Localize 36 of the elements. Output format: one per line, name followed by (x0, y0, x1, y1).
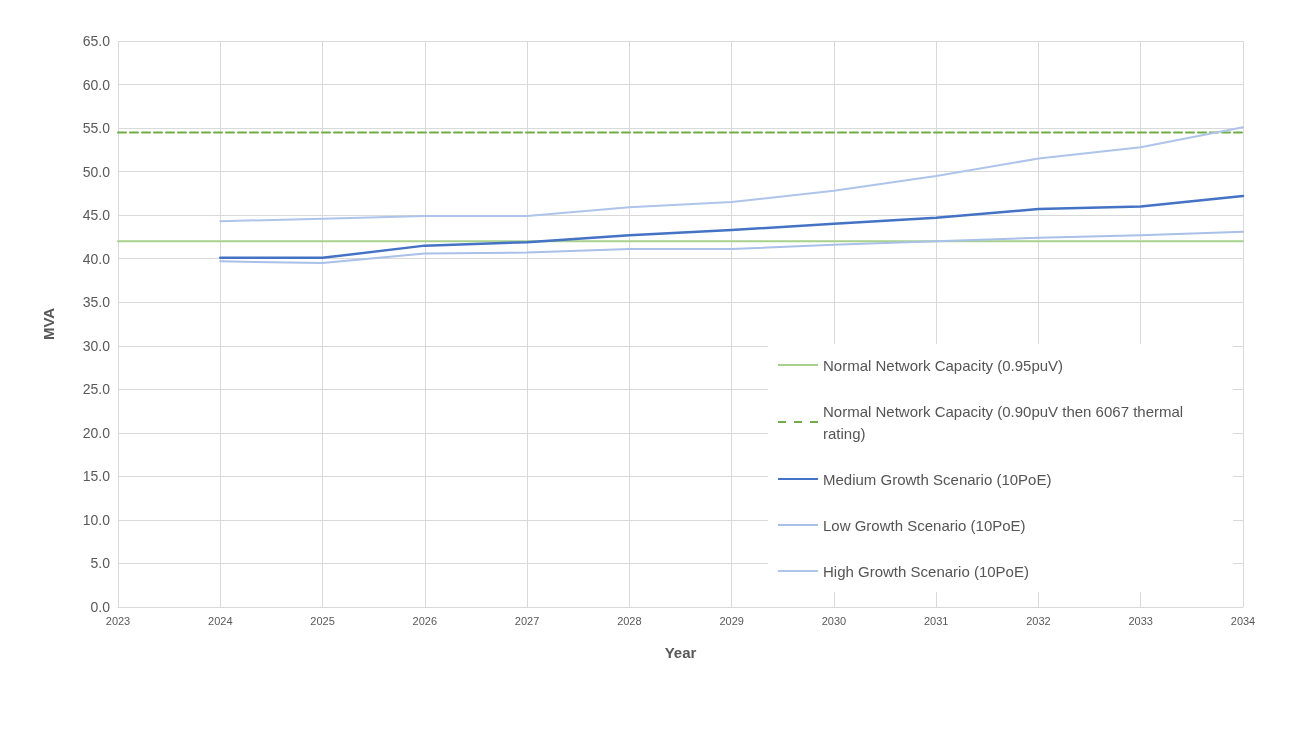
y-tick-label: 60.0 (82, 76, 111, 93)
y-tick-label: 40.0 (82, 250, 111, 267)
y-axis-title: MVA (40, 307, 57, 341)
legend-label: Normal Network Capacity (0.95puV) (823, 356, 1064, 374)
y-tick-label: 30.0 (82, 337, 111, 354)
line-series (219, 230, 1244, 265)
line-series (219, 126, 1244, 223)
legend-label: Normal Network Capacity (0.90puV then 6067 thermal rating) (823, 402, 1188, 442)
legend-label: Medium Growth Scenario (10PoE) (823, 470, 1052, 488)
x-axis-title: Year (664, 644, 697, 661)
line-series (219, 194, 1245, 260)
x-tick-label: 2032 (1026, 614, 1051, 627)
x-tick-label: 2029 (719, 614, 744, 627)
x-tick-label: 2024 (208, 614, 233, 627)
x-tick-label: 2027 (514, 614, 540, 627)
legend-label: High Growth Scenario (10PoE) (823, 562, 1029, 580)
x-tick-label: 2030 (821, 614, 847, 627)
x-tick-label: 2023 (105, 614, 131, 627)
x-tick-label: 2028 (617, 614, 642, 627)
y-tick-label: 15.0 (82, 468, 111, 485)
y-tick-label: 0.0 (90, 599, 111, 615)
y-tick-label: 10.0 (82, 511, 111, 528)
y-tick-label: 25.0 (82, 381, 111, 398)
x-tick-label: 2033 (1128, 614, 1153, 627)
y-tick-label: 50.0 (82, 163, 111, 180)
y-tick-label: 5.0 (90, 555, 111, 572)
x-tick-label: 2025 (310, 614, 335, 627)
x-tick-label: 2026 (412, 614, 438, 627)
legend-label: Low Growth Scenario (10PoE) (823, 516, 1026, 534)
x-tick-label: 2034 (1230, 614, 1256, 627)
x-tick-label: 2031 (923, 614, 949, 627)
y-tick-label: 45.0 (82, 207, 111, 224)
y-tick-label: 55.0 (82, 120, 111, 137)
y-tick-label: 65.0 (82, 33, 111, 49)
y-tick-label: 20.0 (82, 424, 111, 441)
y-tick-label: 35.0 (82, 294, 111, 311)
